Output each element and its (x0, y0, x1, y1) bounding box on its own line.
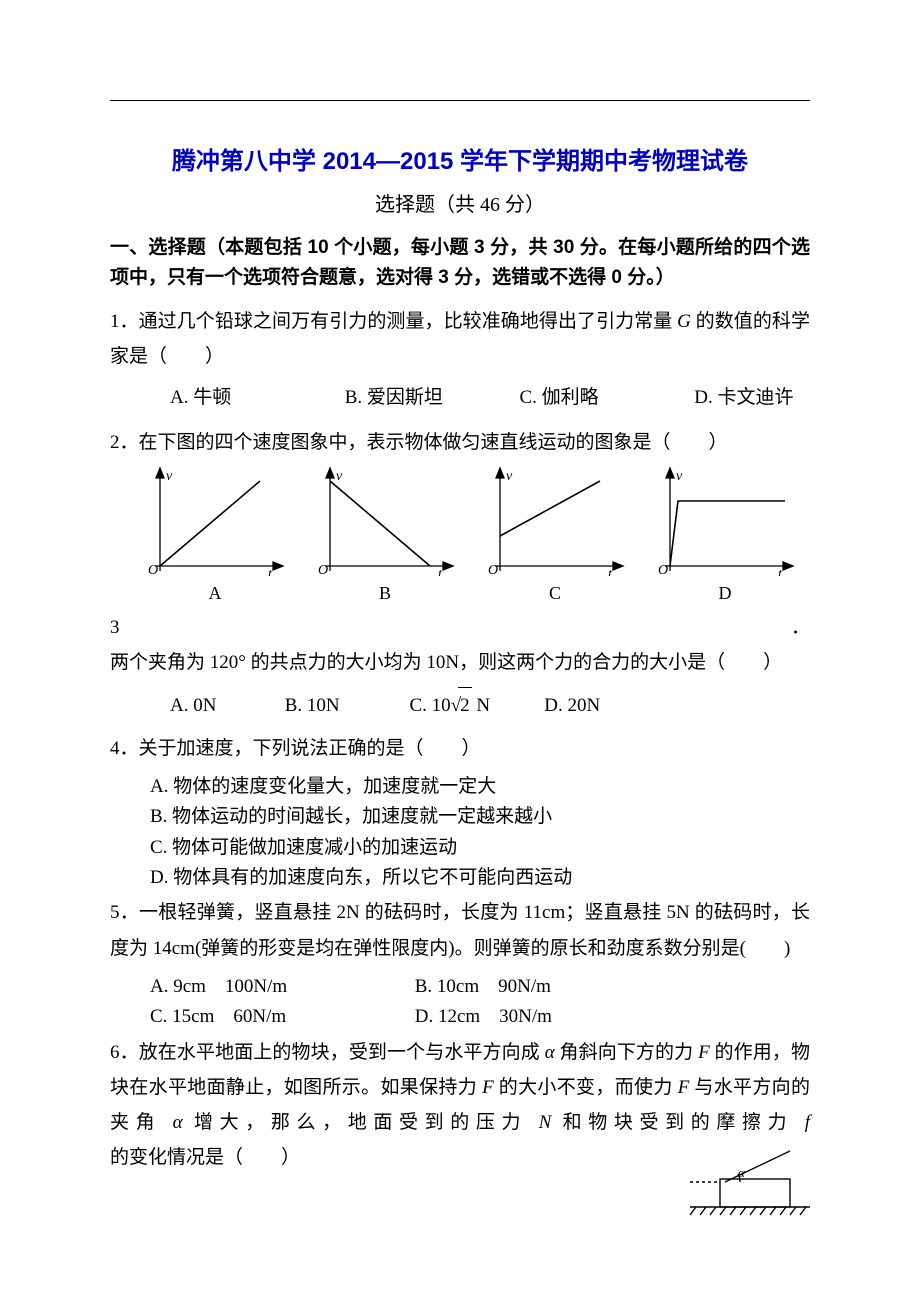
q5-opt-c: C. 15cm 60N/m (150, 1002, 410, 1032)
q5-text: 一根轻弹簧，竖直悬挂 2N 的砝码时，长度为 11cm；竖直悬挂 5N 的砝码时… (110, 902, 810, 958)
q3-text: 两个夹角为 120° 的共点力的大小均为 10N，则这两个力的合力的大小是（ ） (110, 652, 782, 673)
q1-opt-b: B. 爱因斯坦 (345, 380, 515, 415)
q4-opt-d: D. 物体具有的加速度向东，所以它不可能向西运动 (150, 863, 810, 893)
q3-options: A. 0N B. 10N C. 10√2 N D. 20N (110, 687, 810, 723)
q3-opt-c-post: N (472, 695, 490, 716)
question-5: 5．一根轻弹簧，竖直悬挂 2N 的砝码时，长度为 11cm；竖直悬挂 5N 的砝… (110, 895, 810, 965)
q1-num: 1． (110, 311, 139, 332)
q6-f: f (805, 1112, 810, 1133)
q6-figure-svg: α (660, 1149, 810, 1219)
graph-c-label: C (480, 583, 630, 604)
q5-opt-a: A. 9cm 100N/m (150, 972, 410, 1002)
graph-c-svg: v O t (480, 466, 630, 576)
q6-t8: 的变化情况是（ ） (110, 1147, 300, 1168)
q2-num: 2． (110, 432, 139, 453)
graph-d: v O t D (650, 466, 800, 604)
q4-num: 4． (110, 738, 139, 759)
section-1-header: 一、选择题（本题包括 10 个小题，每小题 3 分，共 30 分。在每小题所给的… (110, 233, 810, 294)
q6-t4: 的大小不变，而使力 (494, 1077, 678, 1098)
axis-t: t (778, 567, 783, 576)
q6-N: N (539, 1112, 552, 1133)
q6-F3: F (678, 1077, 690, 1098)
q3-opt-a: A. 0N (170, 688, 280, 723)
q3-opt-c-arg: 2 (458, 687, 472, 723)
q5-opt-b: B. 10cm 90N/m (415, 972, 551, 1002)
q4-text: 关于加速度，下列说法正确的是（ ） (139, 738, 481, 759)
q1-opt-c: C. 伽利略 (520, 380, 690, 415)
graph-a: v O t A (140, 466, 290, 604)
q3-opt-c: C. 10√2 N (410, 687, 540, 723)
graph-d-label: D (650, 583, 800, 604)
q4-opt-c: C. 物体可能做加速度减小的加速运动 (150, 833, 810, 863)
q6-t2: 角斜向下方的力 (555, 1042, 698, 1063)
graph-b-svg: v O t (310, 466, 460, 576)
axis-v: v (506, 469, 513, 484)
question-1: 1．通过几个铅球之间万有引力的测量，比较准确地得出了引力常量 G 的数值的科学家… (110, 304, 810, 374)
q6-num: 6． (110, 1042, 139, 1063)
graph-d-svg: v O t (650, 466, 800, 576)
section-1-text: 一、选择题（本题包括 10 个小题，每小题 3 分，共 30 分。在每小题所给的… (110, 237, 810, 288)
axis-v: v (676, 469, 683, 484)
q6-F1: F (698, 1042, 710, 1063)
q1-var-g: G (677, 311, 691, 332)
q6-F2: F (482, 1077, 494, 1098)
q5-num: 5． (110, 902, 139, 923)
q3-opt-b: B. 10N (285, 688, 405, 723)
question-4: 4．关于加速度，下列说法正确的是（ ） (110, 731, 810, 766)
q1-opt-a: A. 牛顿 (170, 380, 340, 415)
axis-t: t (438, 567, 443, 576)
question-3: 3． 两个夹角为 120° 的共点力的大小均为 10N，则这两个力的合力的大小是（… (110, 610, 810, 680)
q6-t7: 和物块受到的摩擦力 (551, 1112, 804, 1133)
q4-opt-a: A. 物体的速度变化量大，加速度就一定大 (150, 772, 810, 802)
exam-page: 腾冲第八中学 2014—2015 学年下学期期中考物理试卷 选择题（共 46 分… (0, 0, 920, 1221)
q6-alpha2: α (173, 1112, 183, 1133)
axis-o: O (658, 563, 668, 576)
q3-opt-d: D. 20N (544, 688, 600, 723)
q6-angle-label: α (738, 1165, 746, 1180)
graph-a-svg: v O t (140, 466, 290, 576)
exam-title: 腾冲第八中学 2014—2015 学年下学期期中考物理试卷 (110, 141, 810, 176)
q6-t6: 增大，那么，地面受到的压力 (183, 1112, 539, 1133)
q6-figure: α (660, 1149, 810, 1219)
q5-options: A. 9cm 100N/m B. 10cm 90N/m C. 15cm 60N/… (110, 972, 810, 1033)
sqrt-icon: √2 (451, 687, 472, 723)
graph-a-label: A (140, 583, 290, 604)
q6-t1: 放在水平地面上的物块，受到一个与水平方向成 (139, 1042, 545, 1063)
q3-opt-c-pre: C. 10 (410, 695, 451, 716)
axis-o: O (148, 563, 158, 576)
graph-b-label: B (310, 583, 460, 604)
q4-options: A. 物体的速度变化量大，加速度就一定大 B. 物体运动的时间越长，加速度就一定… (110, 772, 810, 894)
axis-v: v (336, 469, 343, 484)
graph-b: v O t B (310, 466, 460, 604)
axis-v: v (166, 469, 173, 484)
q1-text-a: 通过几个铅球之间万有引力的测量，比较准确地得出了引力常量 (139, 311, 678, 332)
q1-options: A. 牛顿 B. 爱因斯坦 C. 伽利略 D. 卡文迪许 (110, 380, 810, 415)
q3-num: 3． (110, 617, 810, 638)
exam-subtitle: 选择题（共 46 分） (110, 188, 810, 217)
q2-graphs: v O t A v O t B (110, 466, 810, 604)
axis-o: O (488, 563, 498, 576)
question-6: 6．放在水平地面上的物块，受到一个与水平方向成 α 角斜向下方的力 F 的作用，… (110, 1035, 810, 1176)
question-2: 2．在下图的四个速度图象中，表示物体做匀速直线运动的图象是（ ） (110, 425, 810, 460)
q2-text: 在下图的四个速度图象中，表示物体做匀速直线运动的图象是（ ） (139, 432, 728, 453)
q6-alpha1: α (545, 1042, 555, 1063)
q1-opt-d: D. 卡文迪许 (694, 380, 793, 415)
axis-t: t (268, 567, 273, 576)
q5-opt-d: D. 12cm 30N/m (415, 1002, 552, 1032)
axis-o: O (318, 563, 328, 576)
header-rule (110, 100, 810, 101)
axis-t: t (608, 567, 613, 576)
q4-opt-b: B. 物体运动的时间越长，加速度就一定越来越小 (150, 802, 810, 832)
graph-c: v O t C (480, 466, 630, 604)
